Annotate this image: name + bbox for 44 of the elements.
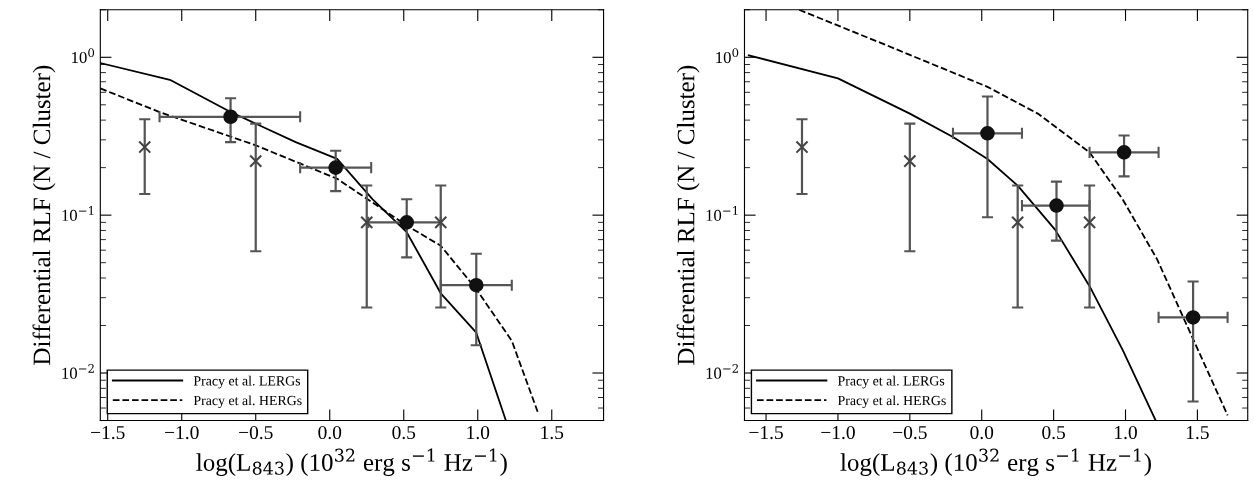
- point: [249, 154, 263, 168]
- y-tick-label: 10$^{−1}$: [706, 206, 738, 221]
- y-tick-label: 10$^{0}$: [716, 48, 739, 64]
- x-tick-label: 1.5: [541, 426, 564, 440]
- x-tick-label: 1.5: [1186, 426, 1209, 440]
- x-tick-label: −1.5: [749, 426, 783, 440]
- legend-label: Pracy et al. LERGs: [837, 375, 945, 389]
- x-tick-label: 0.0: [318, 425, 342, 440]
- point: [434, 215, 448, 229]
- point: [980, 126, 995, 141]
- x-tick-label: −1.0: [165, 425, 199, 440]
- point: [328, 160, 343, 175]
- y-axis-title: Differential RLF (N / Cluster): [32, 65, 56, 365]
- x-tick-label: 0.5: [392, 425, 416, 440]
- point: [1049, 198, 1064, 213]
- point: [468, 277, 484, 293]
- x-tick-label: 0.0: [970, 425, 994, 440]
- point: [795, 140, 809, 154]
- point: [138, 140, 152, 154]
- x-tick-label: −1.5: [91, 426, 125, 440]
- legend-label: Pracy et al. HERGs: [837, 395, 946, 409]
- y-tick-label: 10$^{0}$: [72, 48, 95, 64]
- y-tick-label: 10$^{−2}$: [62, 363, 94, 379]
- point: [1185, 310, 1201, 325]
- x-tick-label: −1.0: [821, 425, 855, 440]
- point: [360, 215, 374, 229]
- point: [1011, 215, 1025, 229]
- legend-label: Pracy et al. HERGs: [193, 395, 302, 409]
- point: [223, 109, 238, 125]
- text: log(L$_{843}$) (10$^{32}$ erg s$^{−1}$ Hz$^{−1}$): [196, 448, 507, 477]
- text: log(L$_{843}$) (10$^{32}$ erg s$^{−1}$ Hz$^{−1}$): [840, 448, 1151, 477]
- point: [1082, 215, 1097, 229]
- x-tick-label: −0.5: [239, 425, 273, 440]
- x-tick-label: 1.0: [1115, 425, 1137, 440]
- x-tick-label: 0.5: [1042, 425, 1066, 440]
- y-tick-label: 10$^{−2}$: [706, 363, 738, 379]
- legend-label: Pracy et al. LERGs: [193, 375, 301, 389]
- point: [399, 215, 414, 230]
- x-tick-label: −0.5: [893, 425, 927, 440]
- point: [1116, 145, 1132, 160]
- point: [903, 154, 917, 168]
- y-tick-label: 10$^{−1}$: [62, 206, 94, 221]
- y-axis-title: Differential RLF (N / Cluster): [676, 65, 700, 365]
- x-tick-label: 1.0: [467, 425, 490, 440]
